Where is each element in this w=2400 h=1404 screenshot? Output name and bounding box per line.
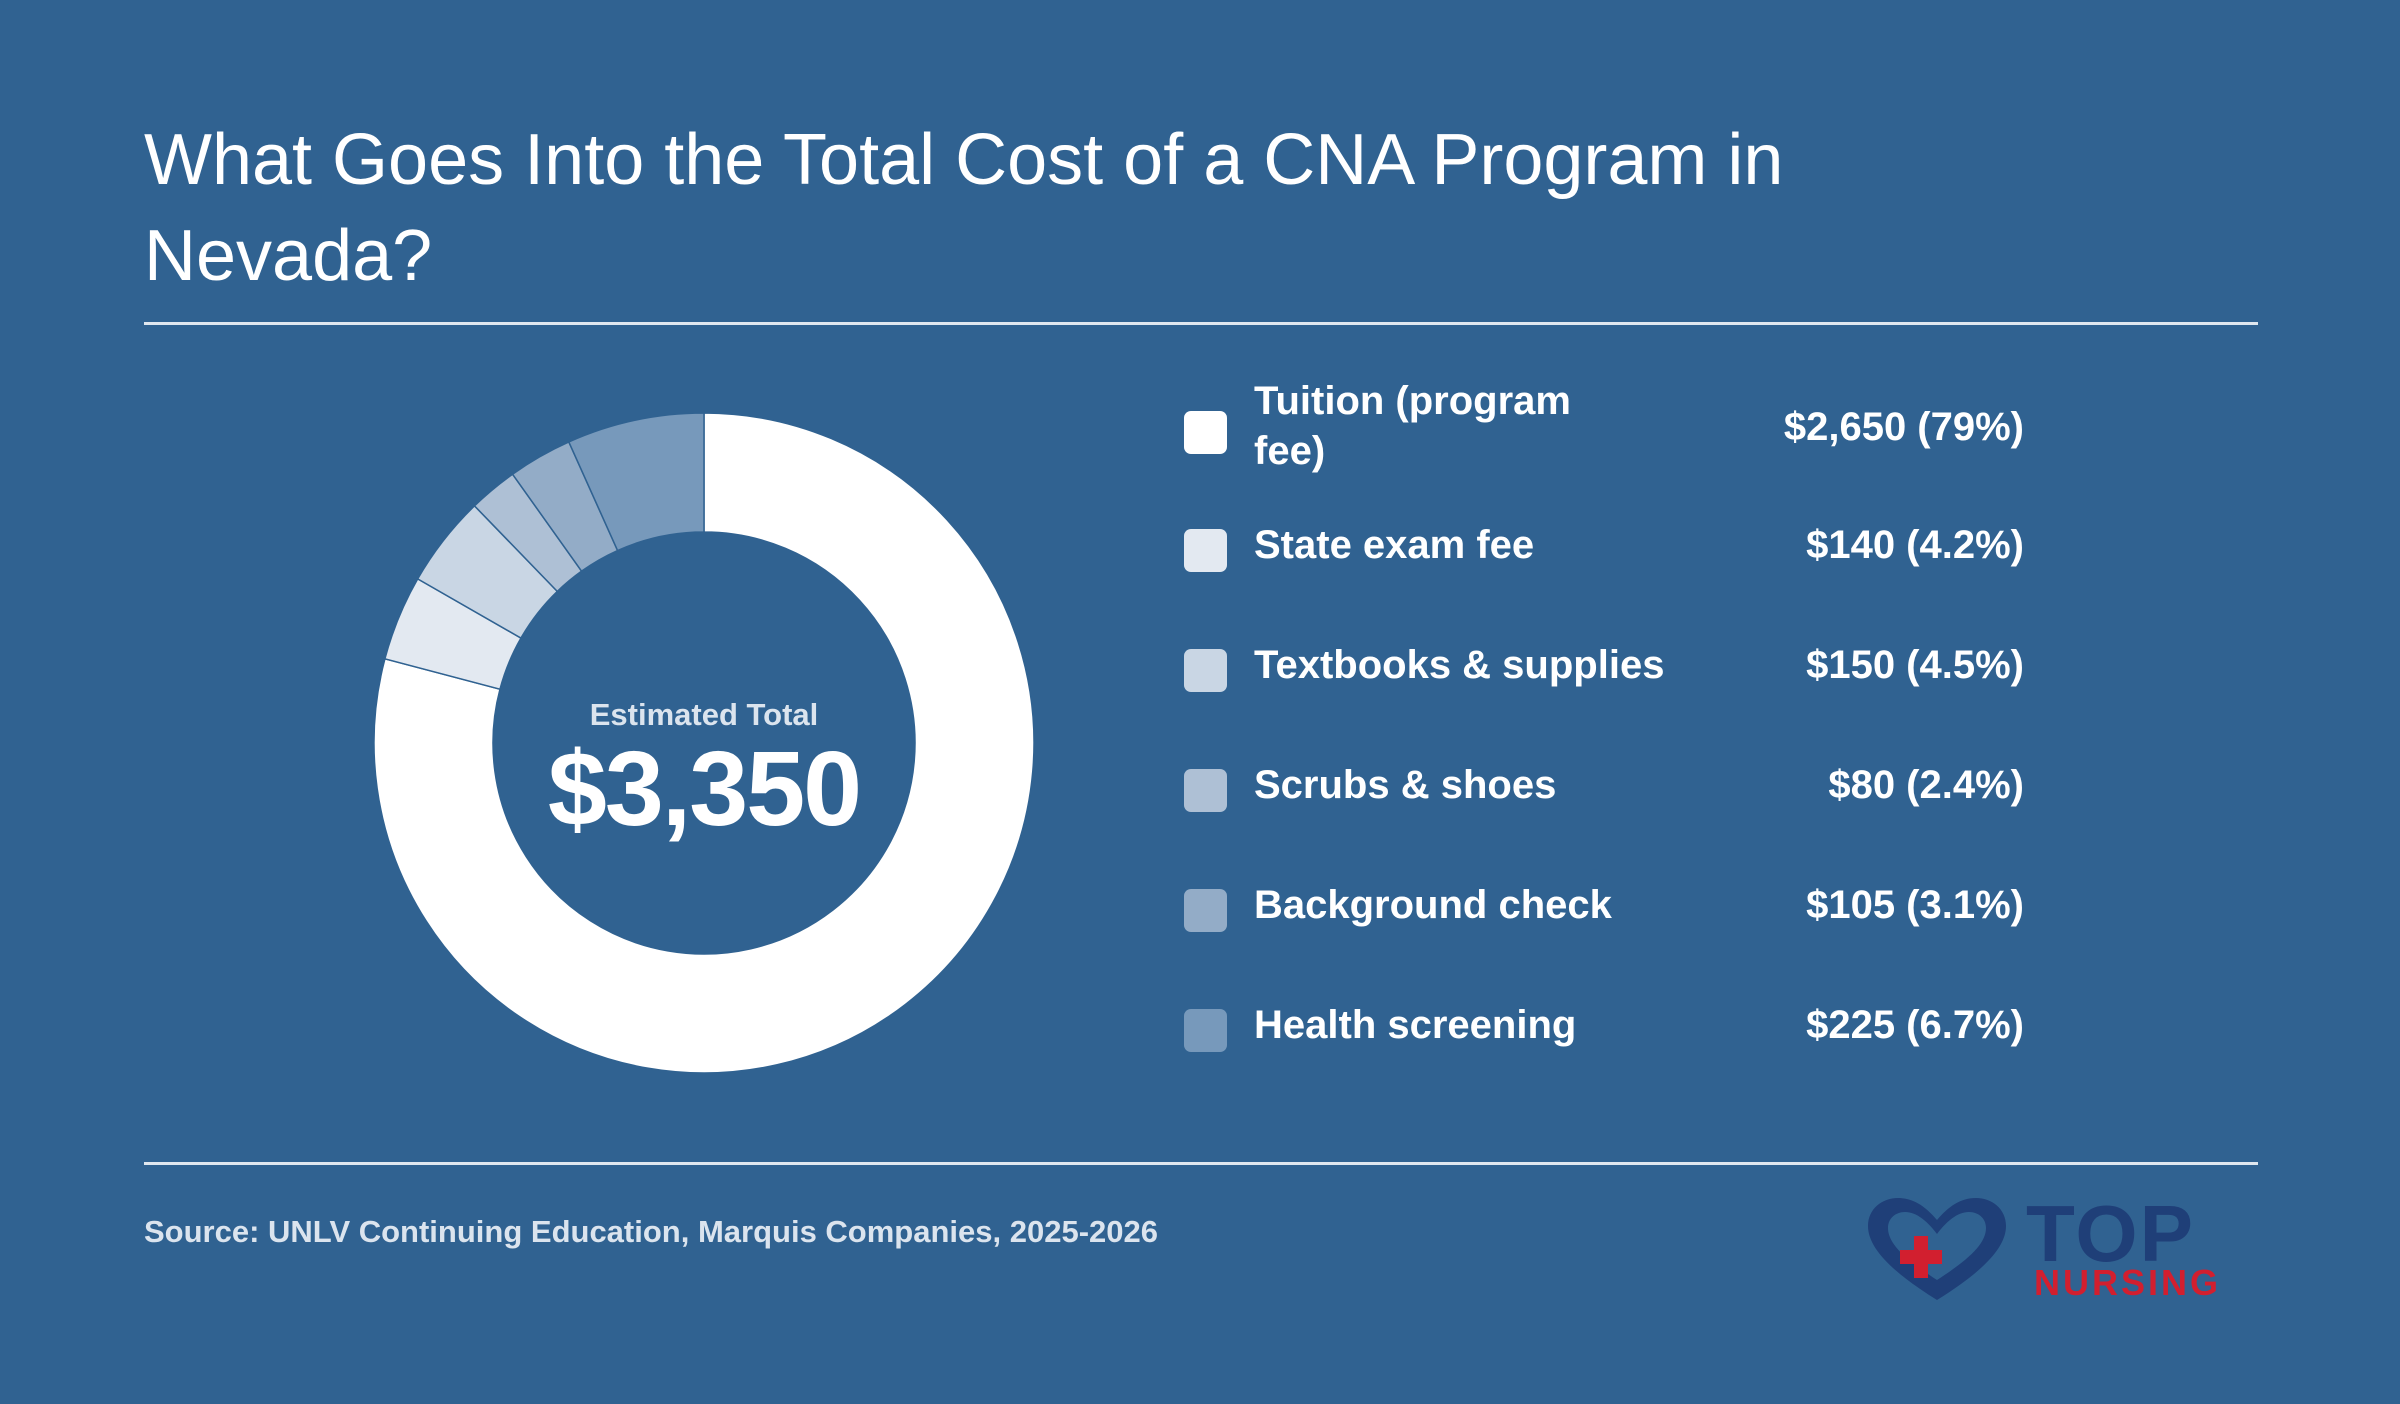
legend-swatch [1184, 1009, 1227, 1052]
top-divider [144, 322, 2258, 325]
legend-value: $150 (4.5%) [1806, 643, 2024, 687]
center-total-label: Estimated Total [589, 697, 819, 732]
donut-slice-5 [567, 412, 705, 552]
logo-top-text: TOP [2026, 1189, 2196, 1278]
legend-swatch [1184, 411, 1227, 454]
legend-swatch [1184, 769, 1227, 812]
logo-nursing-text: NURSING [2034, 1262, 2222, 1303]
legend-value: $140 (4.2%) [1806, 523, 2024, 567]
chart-title: What Goes Into the Total Cost of a CNA P… [144, 120, 1784, 296]
heart-cross-icon [1868, 1198, 2006, 1300]
donut-slice-0 [373, 412, 1035, 1074]
legend-label: Tuition (program fee) [1254, 379, 1571, 473]
legend-swatch [1184, 529, 1227, 572]
legend-label: Background check [1254, 883, 1612, 927]
legend-value: $80 (2.4%) [1828, 763, 2024, 807]
donut-svg [373, 412, 1035, 1074]
legend-label: Textbooks & supplies [1254, 643, 1665, 687]
legend-label: Scrubs & shoes [1254, 763, 1557, 807]
source-note: Source: UNLV Continuing Education, Marqu… [144, 1214, 1158, 1249]
legend-value: $105 (3.1%) [1806, 883, 2024, 927]
top-nursing-logo: TOP NURSING [1862, 1189, 2262, 1308]
legend-label: Health screening [1254, 1003, 1577, 1047]
legend-swatch [1184, 649, 1227, 692]
legend-swatch [1184, 889, 1227, 932]
legend-value: $225 (6.7%) [1806, 1003, 2024, 1047]
bottom-divider [144, 1162, 2258, 1165]
legend-label: State exam fee [1254, 523, 1535, 567]
donut-chart: Estimated Total $3,350 [372, 411, 1036, 1075]
center-total-value: $3,350 [547, 730, 862, 848]
legend-value: $2,650 (79%) [1783, 405, 2024, 449]
